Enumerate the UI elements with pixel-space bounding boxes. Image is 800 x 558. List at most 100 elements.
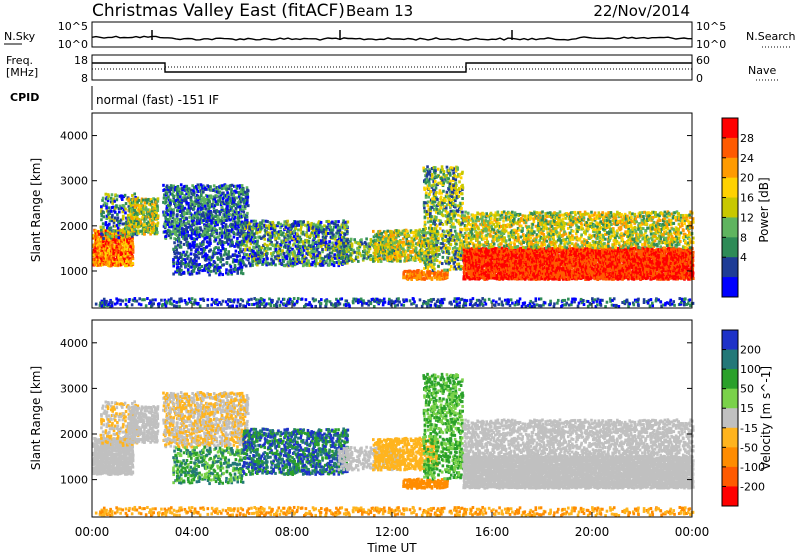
- power-cell: [129, 262, 132, 265]
- power-cell: [221, 225, 224, 228]
- power-cell: [342, 241, 345, 244]
- power-cell: [431, 230, 434, 233]
- power-cell: [280, 262, 283, 265]
- power-cell: [449, 268, 452, 271]
- power-cell: [188, 187, 191, 190]
- power-cell: [108, 223, 111, 226]
- power-cell: [419, 233, 422, 236]
- power-cell: [436, 259, 439, 262]
- power-cell: [209, 238, 212, 241]
- power-cell: [279, 259, 282, 262]
- power-cell: [196, 216, 199, 219]
- power-cell: [425, 227, 428, 230]
- power-cell: [102, 211, 105, 214]
- power-cell: [193, 269, 196, 272]
- power-cell: [443, 170, 446, 173]
- power-cell: [435, 216, 438, 219]
- power-cell: [262, 220, 265, 223]
- power-cell: [228, 213, 231, 216]
- power-cell: [351, 243, 354, 246]
- power-cell: [102, 237, 105, 240]
- power-cell: [221, 240, 224, 243]
- power-cell: [372, 260, 375, 263]
- power-cell: [391, 249, 394, 252]
- power-cell: [172, 208, 175, 211]
- power-cell: [427, 240, 430, 243]
- power-cell: [427, 251, 430, 254]
- power-cell: [246, 193, 249, 196]
- freq-tick-top: 18: [74, 54, 88, 67]
- power-cell: [202, 243, 205, 246]
- power-cell: [183, 271, 186, 274]
- power-cell: [454, 230, 457, 233]
- power-cell: [167, 195, 170, 198]
- power-cell: [186, 257, 189, 260]
- power-cell: [142, 199, 145, 202]
- power-cell: [122, 234, 125, 237]
- power-cell: [425, 196, 428, 199]
- power-cell: [338, 260, 341, 263]
- power-cell: [436, 241, 439, 244]
- power-cell: [156, 231, 159, 234]
- power-cell: [454, 204, 457, 207]
- power-cell: [346, 230, 349, 233]
- power-cell: [454, 178, 457, 181]
- power-cell: [261, 263, 264, 266]
- power-cell: [276, 241, 279, 244]
- power-cell: [337, 254, 340, 257]
- power-cell: [156, 204, 159, 207]
- power-cell: [280, 253, 283, 256]
- power-cell: [121, 222, 124, 225]
- power-cell: [231, 184, 234, 187]
- power-cell: [295, 227, 298, 230]
- power-cell: [111, 193, 114, 196]
- power-cell: [246, 241, 249, 244]
- power-cell: [427, 196, 430, 199]
- power-cell: [457, 214, 460, 217]
- power-cell: [115, 235, 118, 238]
- power-cell: [102, 226, 105, 229]
- power-cell: [298, 258, 301, 261]
- power-cell: [436, 233, 439, 236]
- power-cell: [100, 226, 103, 229]
- power-cell: [433, 255, 436, 258]
- power-cell: [142, 211, 145, 214]
- power-cell: [120, 194, 123, 197]
- power-cell: [121, 252, 124, 255]
- power-cell: [242, 261, 245, 264]
- power-cell: [230, 188, 233, 191]
- power-cell: [430, 215, 433, 218]
- power-cell: [128, 198, 131, 201]
- power-cell: [293, 251, 296, 254]
- power-cell: [347, 220, 350, 223]
- power-cell: [421, 249, 424, 252]
- power-cell: [105, 207, 108, 210]
- power-cell: [289, 246, 292, 249]
- power-cell: [448, 247, 451, 250]
- power-cell: [246, 189, 249, 192]
- power-cell: [253, 254, 256, 257]
- power-cell: [434, 169, 437, 172]
- power-cell: [224, 248, 227, 251]
- power-cell: [449, 180, 452, 183]
- power-cell: [117, 216, 120, 219]
- power-cell: [434, 180, 437, 183]
- power-cell: [236, 196, 239, 199]
- power-cell: [461, 211, 464, 214]
- power-cell: [386, 230, 389, 233]
- power-cell: [281, 249, 284, 252]
- power-cell: [350, 238, 353, 241]
- power-cell: [156, 224, 159, 227]
- power-cell: [235, 258, 238, 261]
- power-cell: [177, 185, 180, 188]
- power-cell: [239, 247, 242, 250]
- power-cell: [198, 271, 201, 274]
- power-cell: [341, 231, 344, 234]
- power-cell: [308, 240, 311, 243]
- power-cell: [457, 258, 460, 261]
- nsky-label: N.Sky: [4, 30, 36, 43]
- power-cell: [460, 257, 463, 260]
- power-cell: [144, 201, 147, 204]
- power-cell: [275, 248, 278, 251]
- power-cell: [423, 206, 426, 209]
